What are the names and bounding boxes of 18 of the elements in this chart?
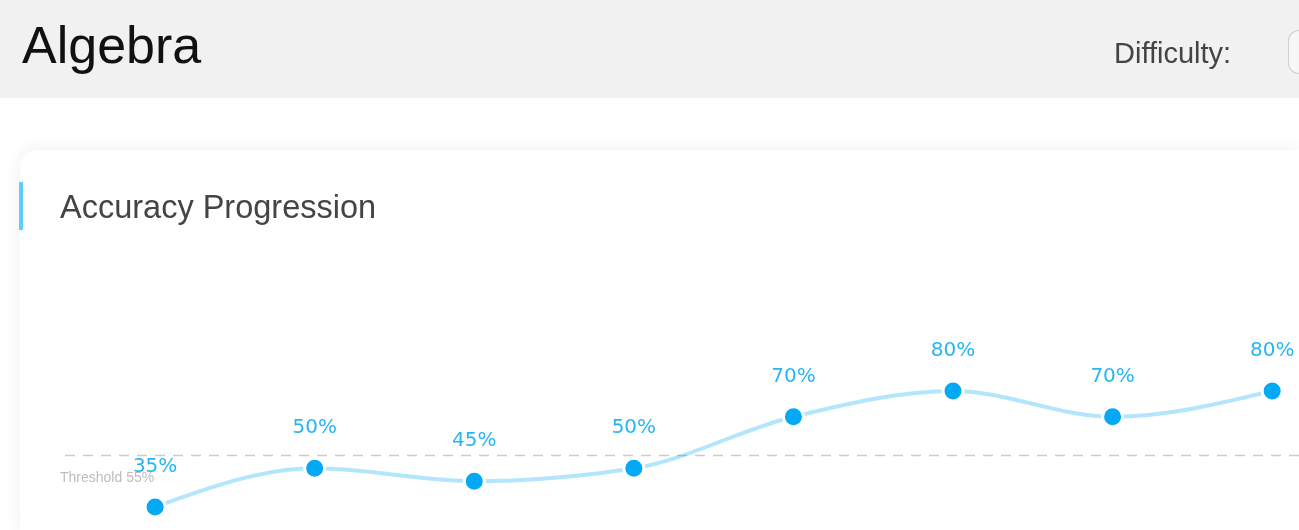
point [941, 379, 965, 403]
chart-title: Accuracy Progression [60, 188, 377, 227]
point [781, 405, 805, 429]
point [622, 456, 646, 480]
data-label: 80% [930, 337, 976, 361]
data-label: 50% [292, 414, 337, 439]
point [143, 495, 167, 519]
data-label: 80% [1249, 337, 1295, 361]
point [303, 456, 327, 480]
point [1260, 379, 1284, 403]
data-label: 45% [452, 427, 497, 452]
data-label: 70% [1090, 362, 1135, 387]
point [462, 469, 486, 493]
data-label: 70% [771, 362, 816, 387]
point [1101, 405, 1125, 429]
text: Algebra [22, 15, 202, 75]
text: Difficulty: [1114, 36, 1232, 71]
data-label: 50% [611, 414, 657, 439]
